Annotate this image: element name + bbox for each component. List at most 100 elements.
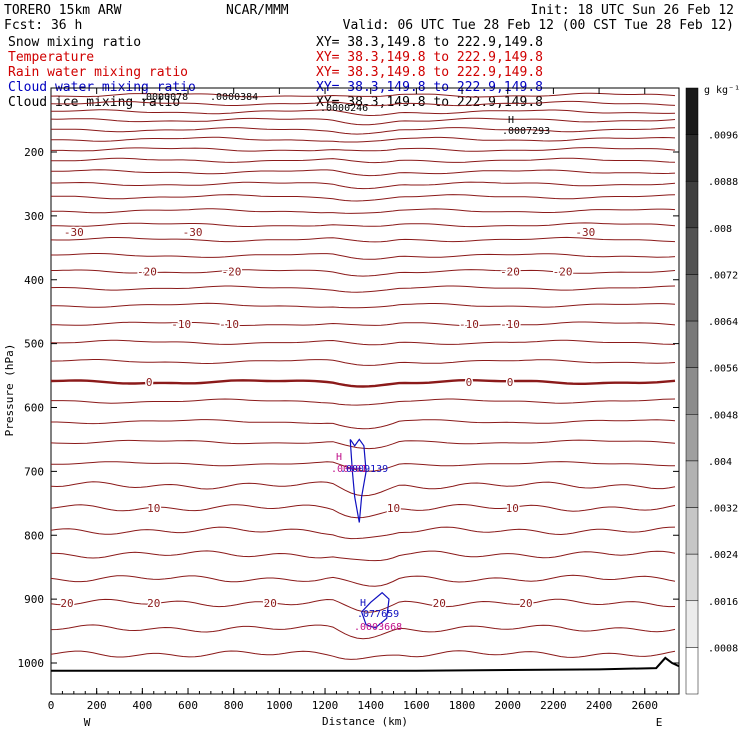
isotherm-label: -30 <box>64 226 84 239</box>
x-tick-label: 2400 <box>586 699 613 712</box>
x-tick-label: 600 <box>178 699 198 712</box>
isotherm-line <box>50 194 676 202</box>
isotherm-line <box>50 461 675 472</box>
isotherm-label: 10 <box>387 502 400 515</box>
isotherm-line <box>51 136 676 143</box>
colorbar-tick-label: .0016 <box>708 597 738 608</box>
snow-label-1: .0000078 <box>140 92 188 103</box>
forecast-hour: Fcst: 36 h <box>4 18 82 33</box>
snow-max-value: .0007293 <box>502 126 550 137</box>
colorbar-segment <box>685 320 699 368</box>
colorbar-segment <box>685 367 699 415</box>
isotherm-line <box>50 117 676 126</box>
cloud-water-contour <box>349 438 367 523</box>
isotherm-line <box>50 222 676 228</box>
isotherm-label: 10 <box>147 502 160 515</box>
colorbar-segment <box>685 460 699 508</box>
colorbar-tick-label: .0096 <box>708 131 738 142</box>
low-rain-value: .0003668 <box>354 622 402 633</box>
y-tick-label: 300 <box>24 210 44 223</box>
isotherm-line <box>50 624 676 640</box>
isotherm-label: -10 <box>500 318 520 331</box>
isotherm-line <box>50 439 676 450</box>
colorbar: .0096 .0088 .008 .0072 .0064 .0056 .0048 .004 .0… <box>685 87 738 695</box>
init-time: Init: 18 UTC Sun 26 Feb 12 <box>531 3 735 18</box>
colorbar-segment <box>685 87 699 135</box>
colorbar-tick-label: .004 <box>708 457 732 468</box>
isotherm-line <box>50 109 676 117</box>
isotherm-label: -20 <box>553 265 573 278</box>
isotherm-line <box>50 285 676 293</box>
isotherm-label: 10 <box>506 502 519 515</box>
cloud-water-layer <box>349 438 390 629</box>
isotherm-label: 0 <box>466 376 473 389</box>
legend-temperature-xy: XY= 38.3,149.8 to 222.9,149.8 <box>316 50 543 65</box>
colorbar-segment <box>685 553 699 602</box>
isotherm-layer <box>50 92 676 660</box>
colorbar-tick-label: .0072 <box>708 270 738 281</box>
isotherm-line <box>51 419 676 430</box>
isotherm-label: -10 <box>219 318 239 331</box>
isotherm-label: -20 <box>221 265 241 278</box>
colorbar-tick-label: .0032 <box>708 504 738 515</box>
legend-snow-name: Snow mixing ratio <box>8 35 141 50</box>
colorbar-segment <box>685 647 699 695</box>
cloud-rain-value: .00001 <box>331 464 367 475</box>
isotherm-label: -10 <box>459 318 479 331</box>
isotherm-line <box>51 398 676 406</box>
x-axis-east-label: E <box>656 716 663 729</box>
y-tick-label: 800 <box>24 529 44 542</box>
x-tick-label: 0 <box>48 699 55 712</box>
y-tick-label: 500 <box>24 338 44 351</box>
isotherm-line <box>51 147 676 152</box>
plot-frame <box>50 87 680 695</box>
colorbar-segment <box>685 507 699 555</box>
colorbar-segment <box>685 134 699 182</box>
low-cloud-marker: H <box>360 598 366 609</box>
isotherm-line <box>51 550 676 562</box>
model-title: TORERO 15km ARW <box>4 3 122 18</box>
isotherm-line <box>50 92 676 98</box>
isotherm-line <box>51 208 676 214</box>
isotherm-line <box>50 236 676 243</box>
legend-temperature-name: Temperature <box>8 50 94 65</box>
terrain-line <box>51 656 680 672</box>
center-label: NCAR/MMM <box>226 3 289 18</box>
y-axis-label: Pressure (hPa) <box>3 344 16 437</box>
x-tick-label: 1800 <box>449 699 476 712</box>
isotherm-line <box>50 598 676 613</box>
snow-label-3: .0000246 <box>320 103 368 114</box>
snow-max-marker: H <box>508 115 514 126</box>
isotherm-line <box>51 127 676 135</box>
y-tick-label: 400 <box>24 274 44 287</box>
isotherm-line <box>50 503 676 519</box>
isotherm-label: -20 <box>500 265 520 278</box>
x-tick-label: 2200 <box>540 699 567 712</box>
isotherm-label: 0 <box>507 376 514 389</box>
colorbar-segment <box>685 227 699 275</box>
isotherm-line <box>50 321 676 327</box>
y-tick-label: 200 <box>24 146 44 159</box>
isotherm-label: 20 <box>433 597 446 610</box>
isotherm-label: -20 <box>137 265 157 278</box>
isotherm-line <box>50 379 676 388</box>
cloud-water-contour <box>361 591 390 629</box>
isotherm-label: 0 <box>146 376 153 389</box>
valid-time: Valid: 06 UTC Tue 28 Feb 12 (00 CST Tue … <box>343 18 734 33</box>
colorbar-tick-label: .008 <box>708 224 732 235</box>
y-tick-label: 600 <box>24 402 44 415</box>
isotherm-label: 20 <box>519 597 532 610</box>
x-tick-label: 800 <box>224 699 244 712</box>
cloud-max-marker: H <box>336 452 342 463</box>
snow-label-2: .0000384 <box>210 92 258 103</box>
colorbar-tick-label: .0008 <box>708 643 738 654</box>
y-tick-label: 700 <box>24 465 44 478</box>
legend-snow-xy: XY= 38.3,149.8 to 222.9,149.8 <box>316 35 543 50</box>
x-tick-label: 1000 <box>266 699 293 712</box>
isotherm-line <box>51 253 676 260</box>
x-axis-ticks: 0 200 400 600 800 1000 1200 1400 1600 1800 2000 220… <box>48 88 669 712</box>
colorbar-tick-label: .0064 <box>708 317 738 328</box>
x-axis-label: Distance (km) <box>322 715 408 728</box>
